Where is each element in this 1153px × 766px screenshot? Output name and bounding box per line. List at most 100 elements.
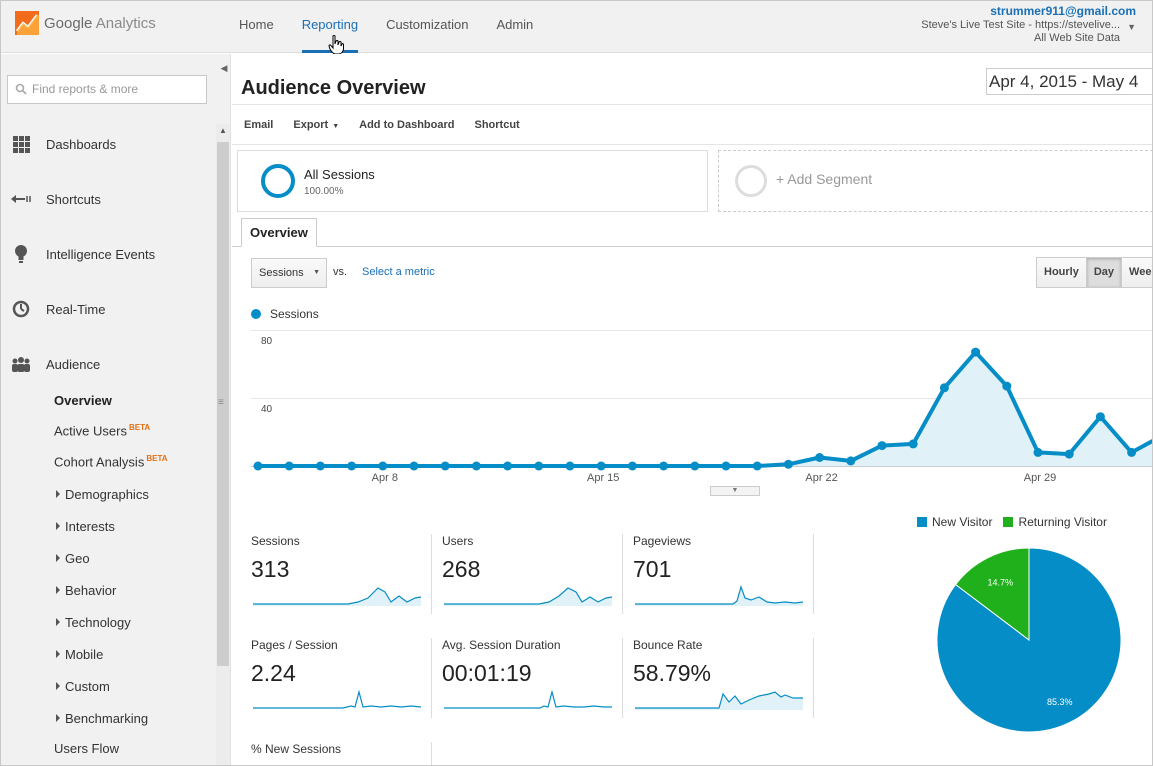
nav-reporting[interactable]: Reporting [288,1,372,53]
hand-cursor-icon [328,35,344,55]
sidebar-item-behavior[interactable]: Behavior [56,583,116,598]
chart-legend: Sessions [251,307,319,321]
resize-grip-icon[interactable]: ≡ [218,397,224,408]
day-button[interactable]: Day [1085,257,1123,288]
data-point [284,461,294,471]
sidebar-label-active-users: Active Users [54,423,127,439]
add-segment-box[interactable]: + Add Segment [718,150,1152,212]
sidebar-label-benchmarking: Benchmarking [65,711,149,726]
sidebar-item-audience[interactable]: Audience [11,354,100,374]
segment-ring-icon [261,164,295,198]
kpi-label: % New Sessions [251,742,342,756]
data-point [783,459,793,469]
people-icon [11,354,31,374]
email-button[interactable]: Email [244,118,274,131]
sidebar-item-mobile[interactable]: Mobile [56,647,103,662]
data-point [409,461,419,471]
chevron-down-icon: ▼ [1127,22,1136,32]
kpi-label: Avg. Session Duration [442,638,561,652]
sidebar-item-technology[interactable]: Technology [56,615,131,630]
vs-label: vs. [333,266,348,278]
kpi-sparkline [635,585,803,606]
hourly-button[interactable]: Hourly [1036,257,1087,288]
sidebar-item-benchmarking[interactable]: Benchmarking [56,711,148,726]
kpi-label: Pages / Session [251,638,338,652]
account-switcher[interactable]: strummer911@gmail.com Steve's Live Test … [921,4,1136,44]
kpi-bounce-rate[interactable]: Bounce Rate 58.79% [633,638,814,718]
pie-slice-label: 14.7% [988,577,1014,587]
segment-all-sessions[interactable]: All Sessions 100.00% [237,150,708,212]
kpi-avg-session-duration[interactable]: Avg. Session Duration 00:01:19 [442,638,623,718]
kpi-value: 2.24 [251,660,296,686]
tab-overview[interactable]: Overview [241,218,317,247]
sidebar-item-dashboards[interactable]: Dashboards [11,134,116,154]
sidebar-item-custom[interactable]: Custom [56,679,110,694]
data-point [690,461,700,471]
segment-percent: 100.00% [304,186,344,197]
google-analytics-logo[interactable]: Google Analytics [15,11,156,35]
sessions-line-chart[interactable]: 40 80 Apr 8 Apr 15 Apr 22 Apr 29 [251,330,1153,490]
shortcut-button[interactable]: Shortcut [474,118,520,131]
sidebar-item-intelligence[interactable]: Intelligence Events [11,244,155,264]
search-icon [15,83,27,95]
report-toolbar: Email Export ▼ Add to Dashboard Shortcut [232,104,1152,145]
sidebar-item-cohort[interactable]: Cohort Analysis BETA [54,454,168,469]
kpi-value: 313 [251,556,290,582]
data-point [815,453,825,462]
date-range-picker[interactable]: Apr 4, 2015 - May 4 [986,68,1152,95]
sidebar-item-geo[interactable]: Geo [56,551,90,566]
search-placeholder: Find reports & more [32,82,139,96]
week-button[interactable]: Wee [1121,257,1152,288]
sidebar-label-mobile: Mobile [65,647,104,662]
nav-home[interactable]: Home [239,17,274,32]
kpi-sparkline [635,691,803,710]
kpi-value: 268 [442,556,481,582]
y-tick-label: 40 [261,404,273,415]
collapse-sidebar-button[interactable]: ◀ [220,63,228,73]
data-point [1095,412,1105,422]
sidebar-item-demographics[interactable]: Demographics [56,487,149,502]
data-point [721,461,731,471]
sidebar-label-dashboards: Dashboards [46,136,117,152]
kpi-pages-per-session[interactable]: Pages / Session 2.24 [251,638,432,718]
nav-customization[interactable]: Customization [386,17,469,32]
visitor-pie-chart[interactable]: 85.3% 14.7% [934,547,1124,737]
sidebar-label-behavior: Behavior [65,583,117,598]
nav-admin[interactable]: Admin [496,17,534,32]
metric-select[interactable]: Sessions ▼ [251,258,327,288]
chart-collapse-toggle[interactable]: ▼ [710,486,760,496]
sidebar-item-realtime[interactable]: Real-Time [11,299,105,319]
sidebar-scroll-thumb[interactable] [217,142,229,666]
kpi-new-sessions[interactable]: % New Sessions [251,742,432,765]
account-site: Steve's Live Test Site - https://steveli… [921,19,1120,31]
kpi-users[interactable]: Users 268 [442,534,623,614]
sidebar-item-shortcuts[interactable]: Shortcuts [11,189,101,209]
metric-select-value: Sessions [259,267,304,279]
sidebar-item-users-flow[interactable]: Users Flow [54,741,120,756]
data-point [1002,381,1012,391]
expand-triangle-icon [56,554,60,562]
sidebar-item-active-users[interactable]: Active Users BETA [54,423,150,438]
main-nav: Home Reporting Customization Admin [225,1,547,53]
sidebar-item-interests[interactable]: Interests [56,519,115,534]
kpi-sessions[interactable]: Sessions 313 [251,534,432,614]
kpi-sparkline [444,689,612,709]
kpi-pageviews[interactable]: Pageviews 701 [633,534,814,614]
account-view: All Web Site Data [1033,32,1120,44]
kpi-sparkline [253,689,421,709]
chevron-down-icon: ▼ [313,269,320,276]
export-button[interactable]: Export ▼ [293,119,339,131]
sidebar-item-overview[interactable]: Overview [54,393,112,408]
lightbulb-icon [11,244,31,264]
select-metric-link[interactable]: Select a metric [362,266,435,278]
scroll-up-icon[interactable]: ▲ [219,126,227,135]
legend-new-visitor: New Visitor [917,515,992,529]
data-point [1033,447,1043,457]
data-point [659,461,669,471]
data-point [752,461,762,471]
kpi-value: 58.79% [633,660,712,686]
add-to-dashboard-button[interactable]: Add to Dashboard [359,118,455,131]
search-input[interactable]: Find reports & more [7,75,207,104]
sidebar-label-technology: Technology [65,615,131,630]
